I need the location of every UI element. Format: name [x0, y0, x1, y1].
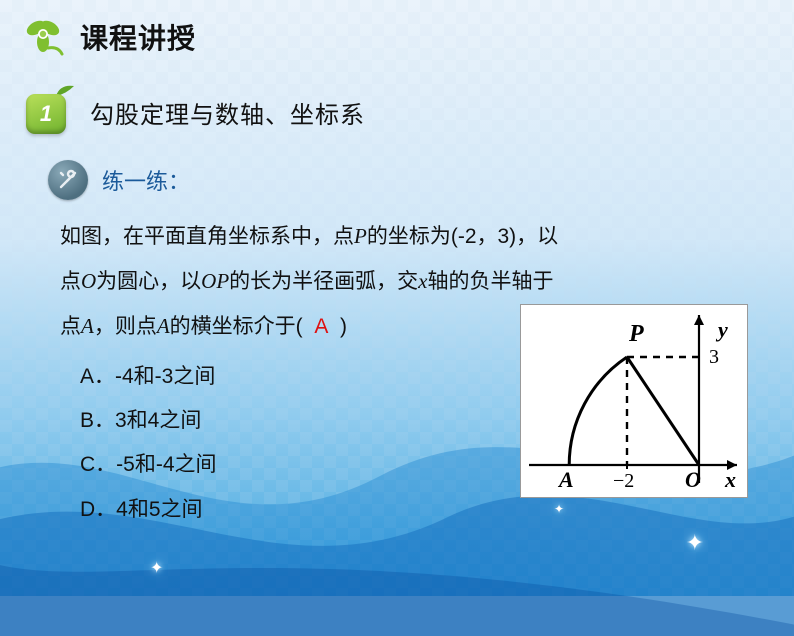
leaf-logo-icon [20, 14, 66, 60]
label-neg2: −2 [613, 470, 634, 492]
header: 课程讲授 [20, 14, 754, 60]
q-text: 的横坐标介于( [170, 315, 303, 338]
q-text: 点 [60, 315, 81, 338]
q-text: 的坐标为(-2，3)，以 [367, 225, 558, 248]
q-text: 轴的负半轴于 [428, 270, 554, 293]
var-A: A [81, 314, 94, 338]
var-P: P [216, 269, 229, 293]
coordinate-figure: P y 3 A −2 O x [520, 304, 748, 498]
label-O: O [685, 467, 701, 492]
q-text: 的长为半径画弧，交 [229, 270, 418, 293]
section-title: 勾股定理与数轴、坐标系 [90, 95, 365, 130]
var-x: x [418, 269, 427, 293]
section-number: 1 [26, 94, 66, 134]
var-A: A [157, 314, 170, 338]
label-y: y [715, 317, 728, 342]
q-text: ，则点 [94, 315, 157, 338]
practice-label: 练一练： [102, 164, 190, 196]
q-text: ) [340, 315, 347, 338]
answer-letter: A [314, 315, 328, 338]
label-A: A [557, 467, 574, 492]
page-title: 课程讲授 [80, 17, 196, 57]
section-number-badge: 1 [24, 88, 72, 136]
label-P: P [628, 321, 644, 347]
q-text: 点 [60, 270, 81, 293]
var-O: O [201, 269, 216, 293]
var-P: P [354, 224, 367, 248]
var-O: O [81, 269, 96, 293]
q-text: 如图，在平面直角坐标系中，点 [60, 225, 354, 248]
q-text: 为圆心，以 [96, 270, 201, 293]
tools-icon [48, 160, 88, 200]
sparkle-icon: ✦ [686, 530, 704, 556]
sparkle-icon: ✦ [150, 558, 163, 578]
practice-header: 练一练： [48, 160, 754, 200]
label-x: x [724, 467, 736, 492]
section-header: 1 勾股定理与数轴、坐标系 [24, 88, 754, 136]
label-3: 3 [709, 346, 719, 368]
